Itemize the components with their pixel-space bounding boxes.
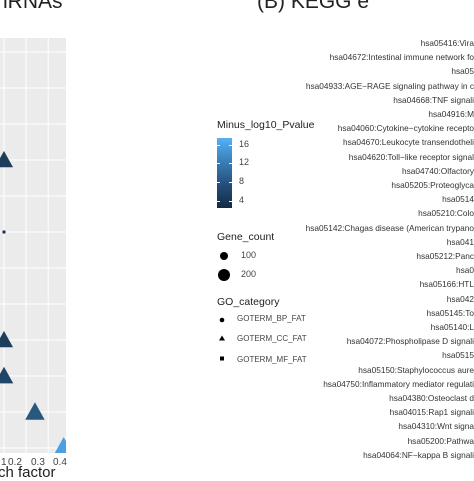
data-point	[2, 230, 6, 234]
kegg-pathway-label: hsa04064:NF−kappa B signali	[363, 449, 474, 460]
kegg-pathway-label: hsa0514	[442, 194, 474, 205]
kegg-pathway-label: hsa05200:Pathwa	[407, 435, 474, 446]
kegg-pathway-label: hsa05	[451, 66, 474, 77]
shape-legend-keys	[219, 317, 225, 361]
colorbar-tick	[229, 163, 232, 164]
panel-a-title: nRNAs	[0, 0, 63, 13]
kegg-pathway-label: hsa04750:Inflammatory mediator regulati	[323, 378, 474, 389]
kegg-pathway-label: hsa05212:Panc	[416, 251, 474, 261]
colorbar-tick-label: 4	[239, 195, 245, 205]
panel-b-title: (B) KEGG e	[257, 0, 370, 13]
shape-legend-label: GOTERM_CC_FAT	[237, 334, 307, 343]
kegg-pathway-label: hsa04380:Osteoclast d	[389, 393, 474, 403]
colorbar-tick	[217, 163, 220, 164]
kegg-pathway-label: hsa04916:M	[428, 109, 474, 119]
kegg-pathway-label: hsa04933:AGE−RAGE signaling pathway in c	[305, 80, 474, 91]
kegg-pathway-label: hsa04310:Wnt signa	[398, 421, 474, 432]
triangle-icon	[219, 335, 225, 341]
size-key-small	[220, 252, 228, 260]
kegg-pathway-label: hsa05150:Staphylococcus aure	[358, 364, 474, 375]
kegg-pathway-label: hsa04670:Leukocyte transendotheli	[342, 137, 474, 148]
colorbar-tick-label: 12	[239, 157, 250, 167]
colorbar-tick	[229, 182, 232, 183]
colorbar-tick	[217, 182, 220, 183]
colorbar-tick-label: 16	[239, 139, 250, 149]
data-point	[52, 437, 75, 457]
kegg-pathway-label: hsa0	[456, 265, 474, 276]
shape-legend-title: GO_category	[217, 296, 280, 308]
color-legend-title: Minus_log10_Pvalue	[217, 119, 315, 131]
kegg-pathway-label: hsa04740:Olfactory	[402, 165, 474, 176]
x-axis-label: ch factor	[0, 464, 56, 481]
kegg-pathway-label: hsa04620:Toll−like receptor signal	[348, 151, 474, 162]
size-key-large	[218, 269, 230, 281]
square-icon	[220, 356, 224, 361]
kegg-pathway-label: hsa05416:Vira	[420, 38, 474, 48]
x-tick-label: 0.2	[8, 457, 22, 468]
kegg-pathway-label: hsa04015:Rap1 signali	[389, 407, 474, 418]
data-point	[0, 330, 14, 348]
kegg-pathway-label: hsa05145:To	[426, 307, 474, 318]
colorbar-tick	[229, 201, 232, 202]
kegg-pathway-label: hsa05205:Proteoglyca	[391, 180, 474, 190]
colorbar-tick	[217, 201, 220, 202]
scatter-plot	[0, 38, 75, 457]
kegg-pathway-label: hsa04072:Phospholipase D signali	[346, 336, 474, 347]
kegg-pathway-label: hsa05140:L	[430, 322, 474, 332]
kegg-pathway-label: hsa05210:Colo	[418, 208, 474, 219]
data-point	[0, 150, 14, 168]
kegg-pathway-label: hsa041	[446, 236, 474, 247]
colorbar-tick	[217, 145, 220, 146]
data-point	[0, 366, 14, 384]
kegg-pathway-label: hsa04672:Intestinal immune network fo	[329, 52, 474, 63]
kegg-pathway-label: hsa05142:Chagas disease (American trypan…	[305, 222, 474, 233]
shape-legend-label: GOTERM_MF_FAT	[237, 355, 307, 364]
color-bar	[217, 138, 232, 208]
x-tick-label: 1	[1, 457, 7, 468]
kegg-pathway-label: hsa04060:Cytokine−cytokine recepto	[337, 123, 474, 134]
kegg-pathway-label: hsa0515	[442, 350, 474, 361]
data-point	[25, 402, 45, 420]
plot-area	[0, 38, 75, 457]
size-legend-title: Gene_count	[217, 231, 275, 243]
kegg-pathway-label: hsa042	[446, 293, 474, 304]
circle-icon	[219, 317, 225, 323]
colorbar-tick	[229, 145, 232, 146]
shape-legend-label: GOTERM_BP_FAT	[237, 314, 306, 323]
size-legend-keys	[218, 252, 230, 281]
kegg-pathway-label: hsa04668:TNF signali	[393, 94, 474, 105]
colorbar-tick-label: 8	[239, 176, 245, 186]
x-tick-label: 0.3	[31, 457, 45, 468]
x-tick-label: 0.4	[53, 457, 67, 468]
size-legend-label: 100	[241, 250, 257, 260]
size-legend-label: 200	[241, 269, 257, 279]
kegg-pathway-label: hsa05166:HTL	[419, 279, 474, 290]
